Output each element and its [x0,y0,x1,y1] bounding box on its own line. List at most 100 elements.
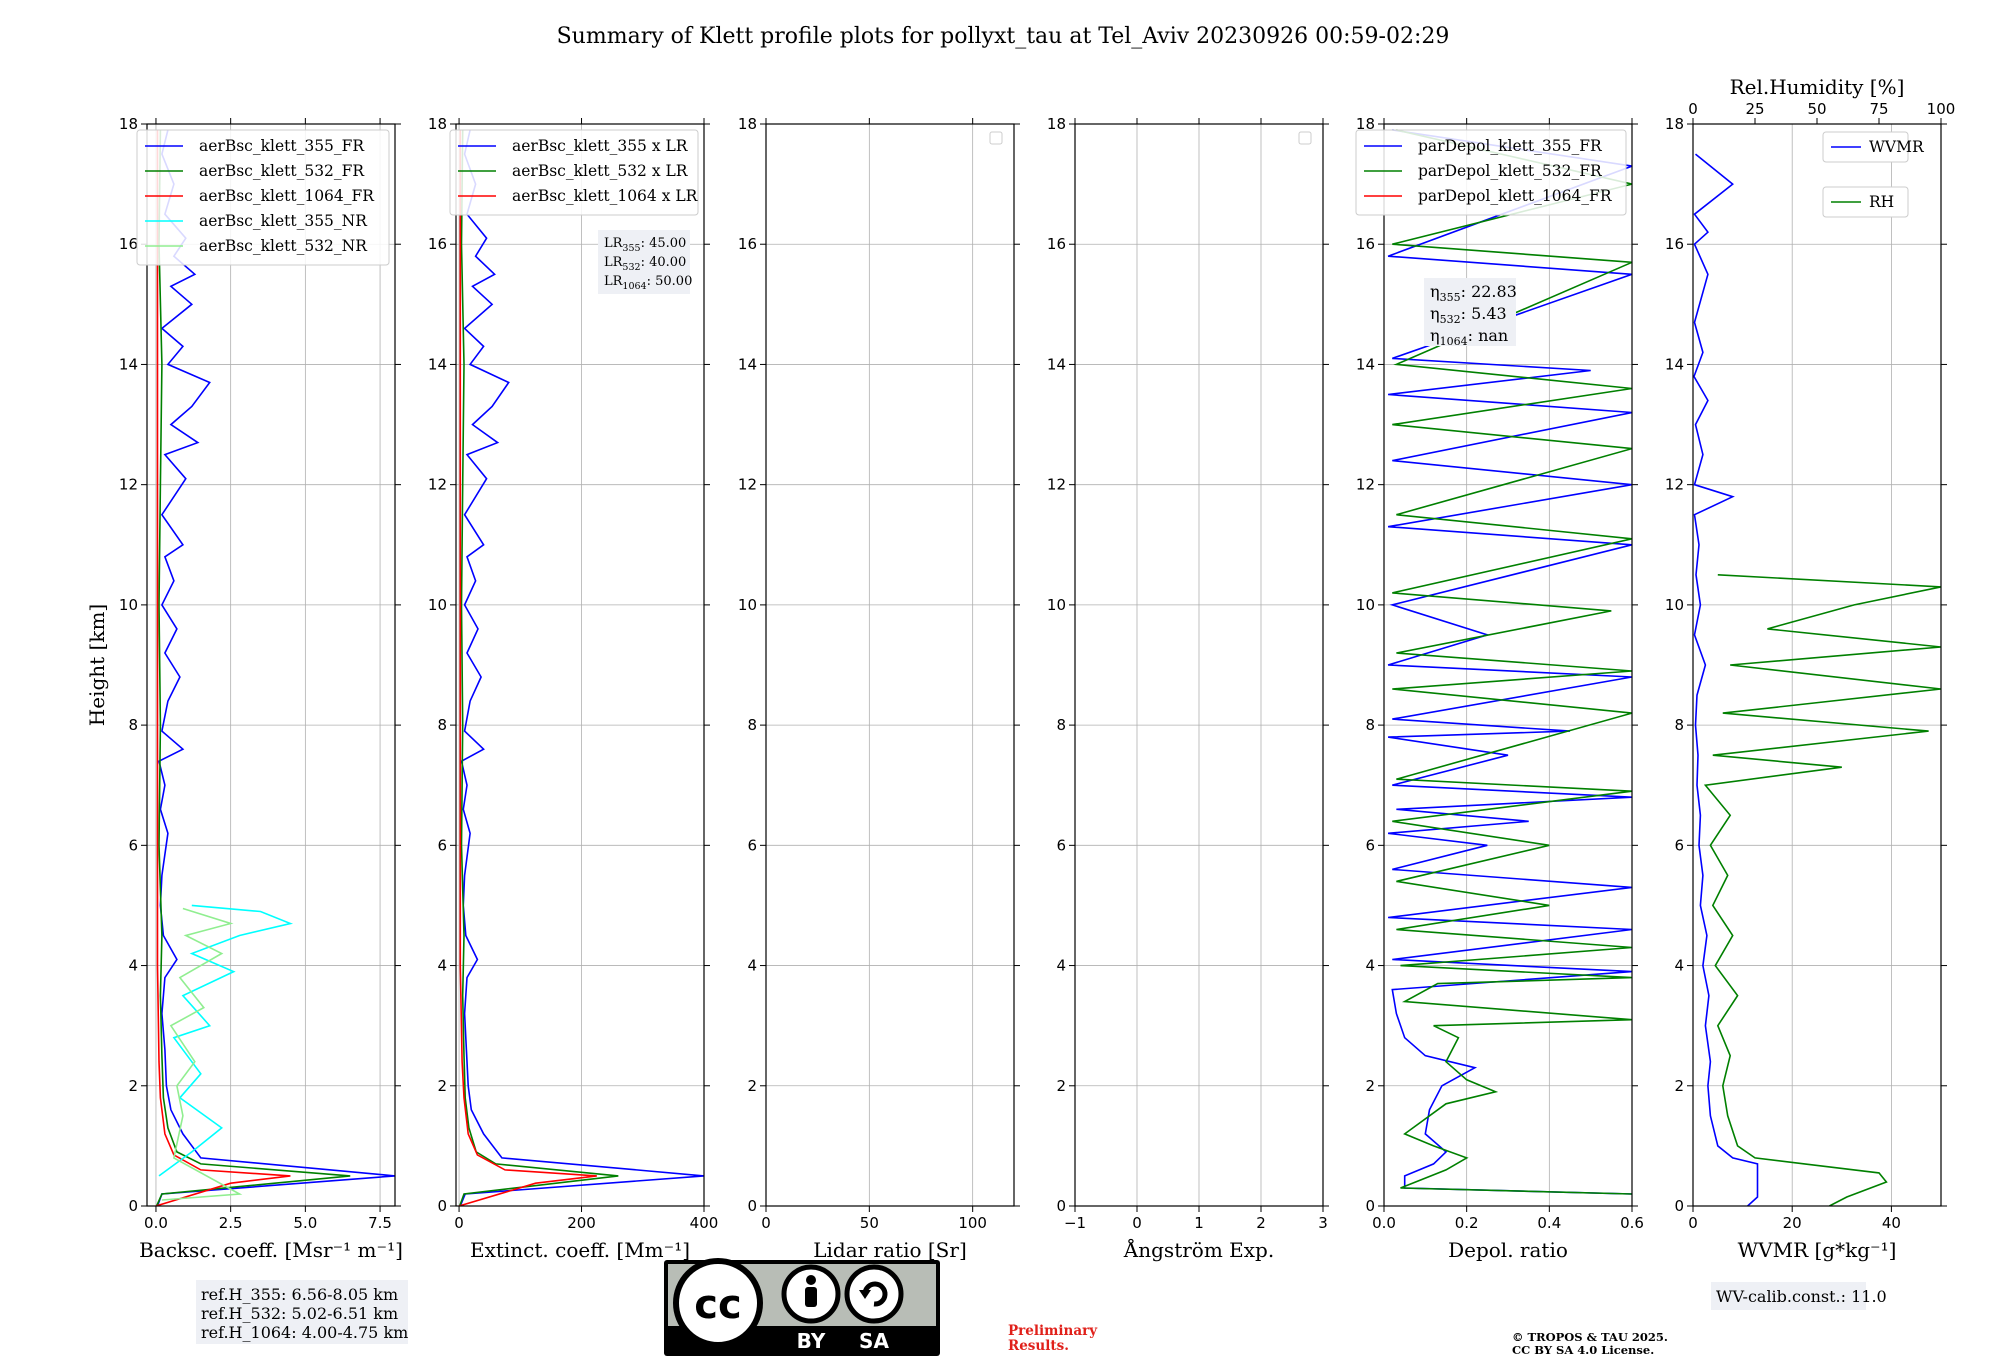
y-tick-label: 18 [1047,115,1066,133]
series-line-aerBsc_klett_355 x LR [459,129,704,1206]
series-line-aerBsc_klett_532_NR [161,907,243,1201]
x-axis-label: Extinct. coeff. [Mm⁻¹] [470,1238,690,1262]
x-tick-label: 40 [1882,1214,1901,1232]
x-tick-label: 20 [1783,1214,1802,1232]
wv-calibration-box [1711,1282,1866,1310]
series-line-aerBsc_klett_1064 x LR [458,130,597,1206]
y-tick-label: 16 [428,235,447,253]
y-tick-label: 14 [1665,355,1684,373]
cc-logo-icon [673,1258,763,1348]
y-tick-label: 10 [119,596,138,614]
series-line-aerBsc_klett_1064_FR [155,130,291,1206]
legend-empty [1298,131,1312,145]
y-tick-label: 4 [1365,957,1375,975]
x-tick-label: 0.0 [1372,1214,1396,1232]
series-line-parDepol_klett_532_FR [1392,129,1632,1195]
legend-label: aerBsc_klett_1064 x LR [512,187,699,205]
y-tick-label: 10 [1665,596,1684,614]
x-axis-label: WVMR [g*kg⁻¹] [1738,1238,1897,1262]
legend-box [449,129,699,216]
y-tick-label: 2 [747,1077,757,1095]
x-tick-label: 0.2 [1455,1214,1479,1232]
ref-height-1064: ref.H_1064: 4.00-4.75 km [201,1323,408,1342]
x-tick-label: 50 [860,1214,879,1232]
y-tick-label: 8 [1365,716,1375,734]
y-tick-label: 14 [1047,355,1066,373]
legend-label: WVMR [1869,138,1925,156]
badge-by-label: BY [797,1329,826,1353]
y-tick-label: 16 [738,235,757,253]
annotation-line: η532: 5.43 [1430,304,1507,326]
y-tick-label: 4 [437,957,447,975]
y-tick-label: 18 [1356,115,1375,133]
y-tick-label: 8 [128,716,138,734]
legend-label: aerBsc_klett_532 x LR [512,162,689,180]
x-axis-label: Ångström Exp. [1123,1237,1274,1262]
legend: parDepol_klett_355_FR parDepol_klett_532_… [1355,129,1627,216]
y-tick-label: 16 [1356,235,1375,253]
annotation-line: LR355: 45.00 [604,236,686,254]
y-tick-label: 18 [119,115,138,133]
legend-label: aerBsc_klett_532_NR [199,237,368,255]
y-tick-label: 10 [738,596,757,614]
plot-frame [146,123,396,1207]
y-tick-label: 4 [1674,957,1684,975]
y-tick-label: 2 [1365,1077,1375,1095]
y-tick-label: 6 [128,836,138,854]
badge-sa-label: SA [859,1329,889,1353]
x2-tick-label: 25 [1745,100,1764,118]
y-tick-label: 8 [1674,716,1684,734]
y-tick-label: 4 [128,957,138,975]
legend-box [1355,129,1627,216]
panel-lidar_ratio: 0 2 4 6 8 10 12 14 16 18 0 50 100 Lidar ratio [Sr] [738,115,1020,1262]
y-tick-label: 10 [428,596,447,614]
y-tick-label: 8 [1056,716,1066,734]
y-tick-label: 8 [747,716,757,734]
x-tick-label: 0.4 [1537,1214,1561,1232]
y-tick-label: 12 [1356,476,1375,494]
legend-label: parDepol_klett_355_FR [1418,137,1603,155]
copyright-line2: CC BY SA 4.0 License. [1512,1343,1654,1357]
x-tick-label: 1 [1194,1214,1204,1232]
y-tick-label: 10 [1047,596,1066,614]
x-tick-label: 0.0 [144,1214,168,1232]
legend: WVMR RH [1822,131,1925,218]
x2-tick-label: 0 [1688,100,1698,118]
y-tick-label: 14 [428,355,447,373]
x-tick-label: 0 [761,1214,771,1232]
y-tick-label: 8 [437,716,447,734]
annotation-line: η355: 22.83 [1430,282,1517,304]
legend-label: parDepol_klett_1064_FR [1418,187,1613,205]
wv-calibration: WV-calib.const.: 11.0 [1711,1282,1887,1310]
x-tick-label: 0.6 [1620,1214,1644,1232]
y-tick-label: 12 [1665,476,1684,494]
series-line-aerBsc_klett_355_FR [156,129,395,1206]
y-tick-label: 12 [119,476,138,494]
reference-heights: ref.H_355: 6.56-8.05 km ref.H_532: 5.02-… [196,1280,408,1344]
y-tick-label: 18 [428,115,447,133]
y-tick-label: 16 [1047,235,1066,253]
series-line-aerBsc_klett_532_FR [155,129,351,1206]
copyright-line1: © TROPOS & TAU 2025. [1512,1330,1668,1344]
panel-backscatter: 0 2 4 6 8 10 12 14 16 18 0.0 2.5 5.0 7.5 Backsc. coeff… [85,115,403,1262]
y-tick-label: 0 [437,1197,447,1215]
y-tick-label: 0 [1056,1197,1066,1215]
x-axis-label: Depol. ratio [1448,1238,1568,1262]
y-tick-label: 10 [1356,596,1375,614]
figure-title: Summary of Klett profile plots for polly… [557,24,1450,49]
legend-label: aerBsc_klett_1064_FR [199,187,375,205]
x-tick-label: 0 [1688,1214,1698,1232]
y-tick-label: 12 [428,476,447,494]
eta-annotation-box [1424,278,1516,346]
legend [1298,131,1312,145]
x-tick-label: 100 [958,1214,987,1232]
x2-tick-label: 100 [1927,100,1956,118]
legend-box [1822,131,1909,163]
preliminary-label-line2: Results. [1008,1338,1069,1354]
annotation-line: LR1064: 50.00 [604,274,692,292]
wv-calibration-text: WV-calib.const.: 11.0 [1716,1287,1887,1306]
